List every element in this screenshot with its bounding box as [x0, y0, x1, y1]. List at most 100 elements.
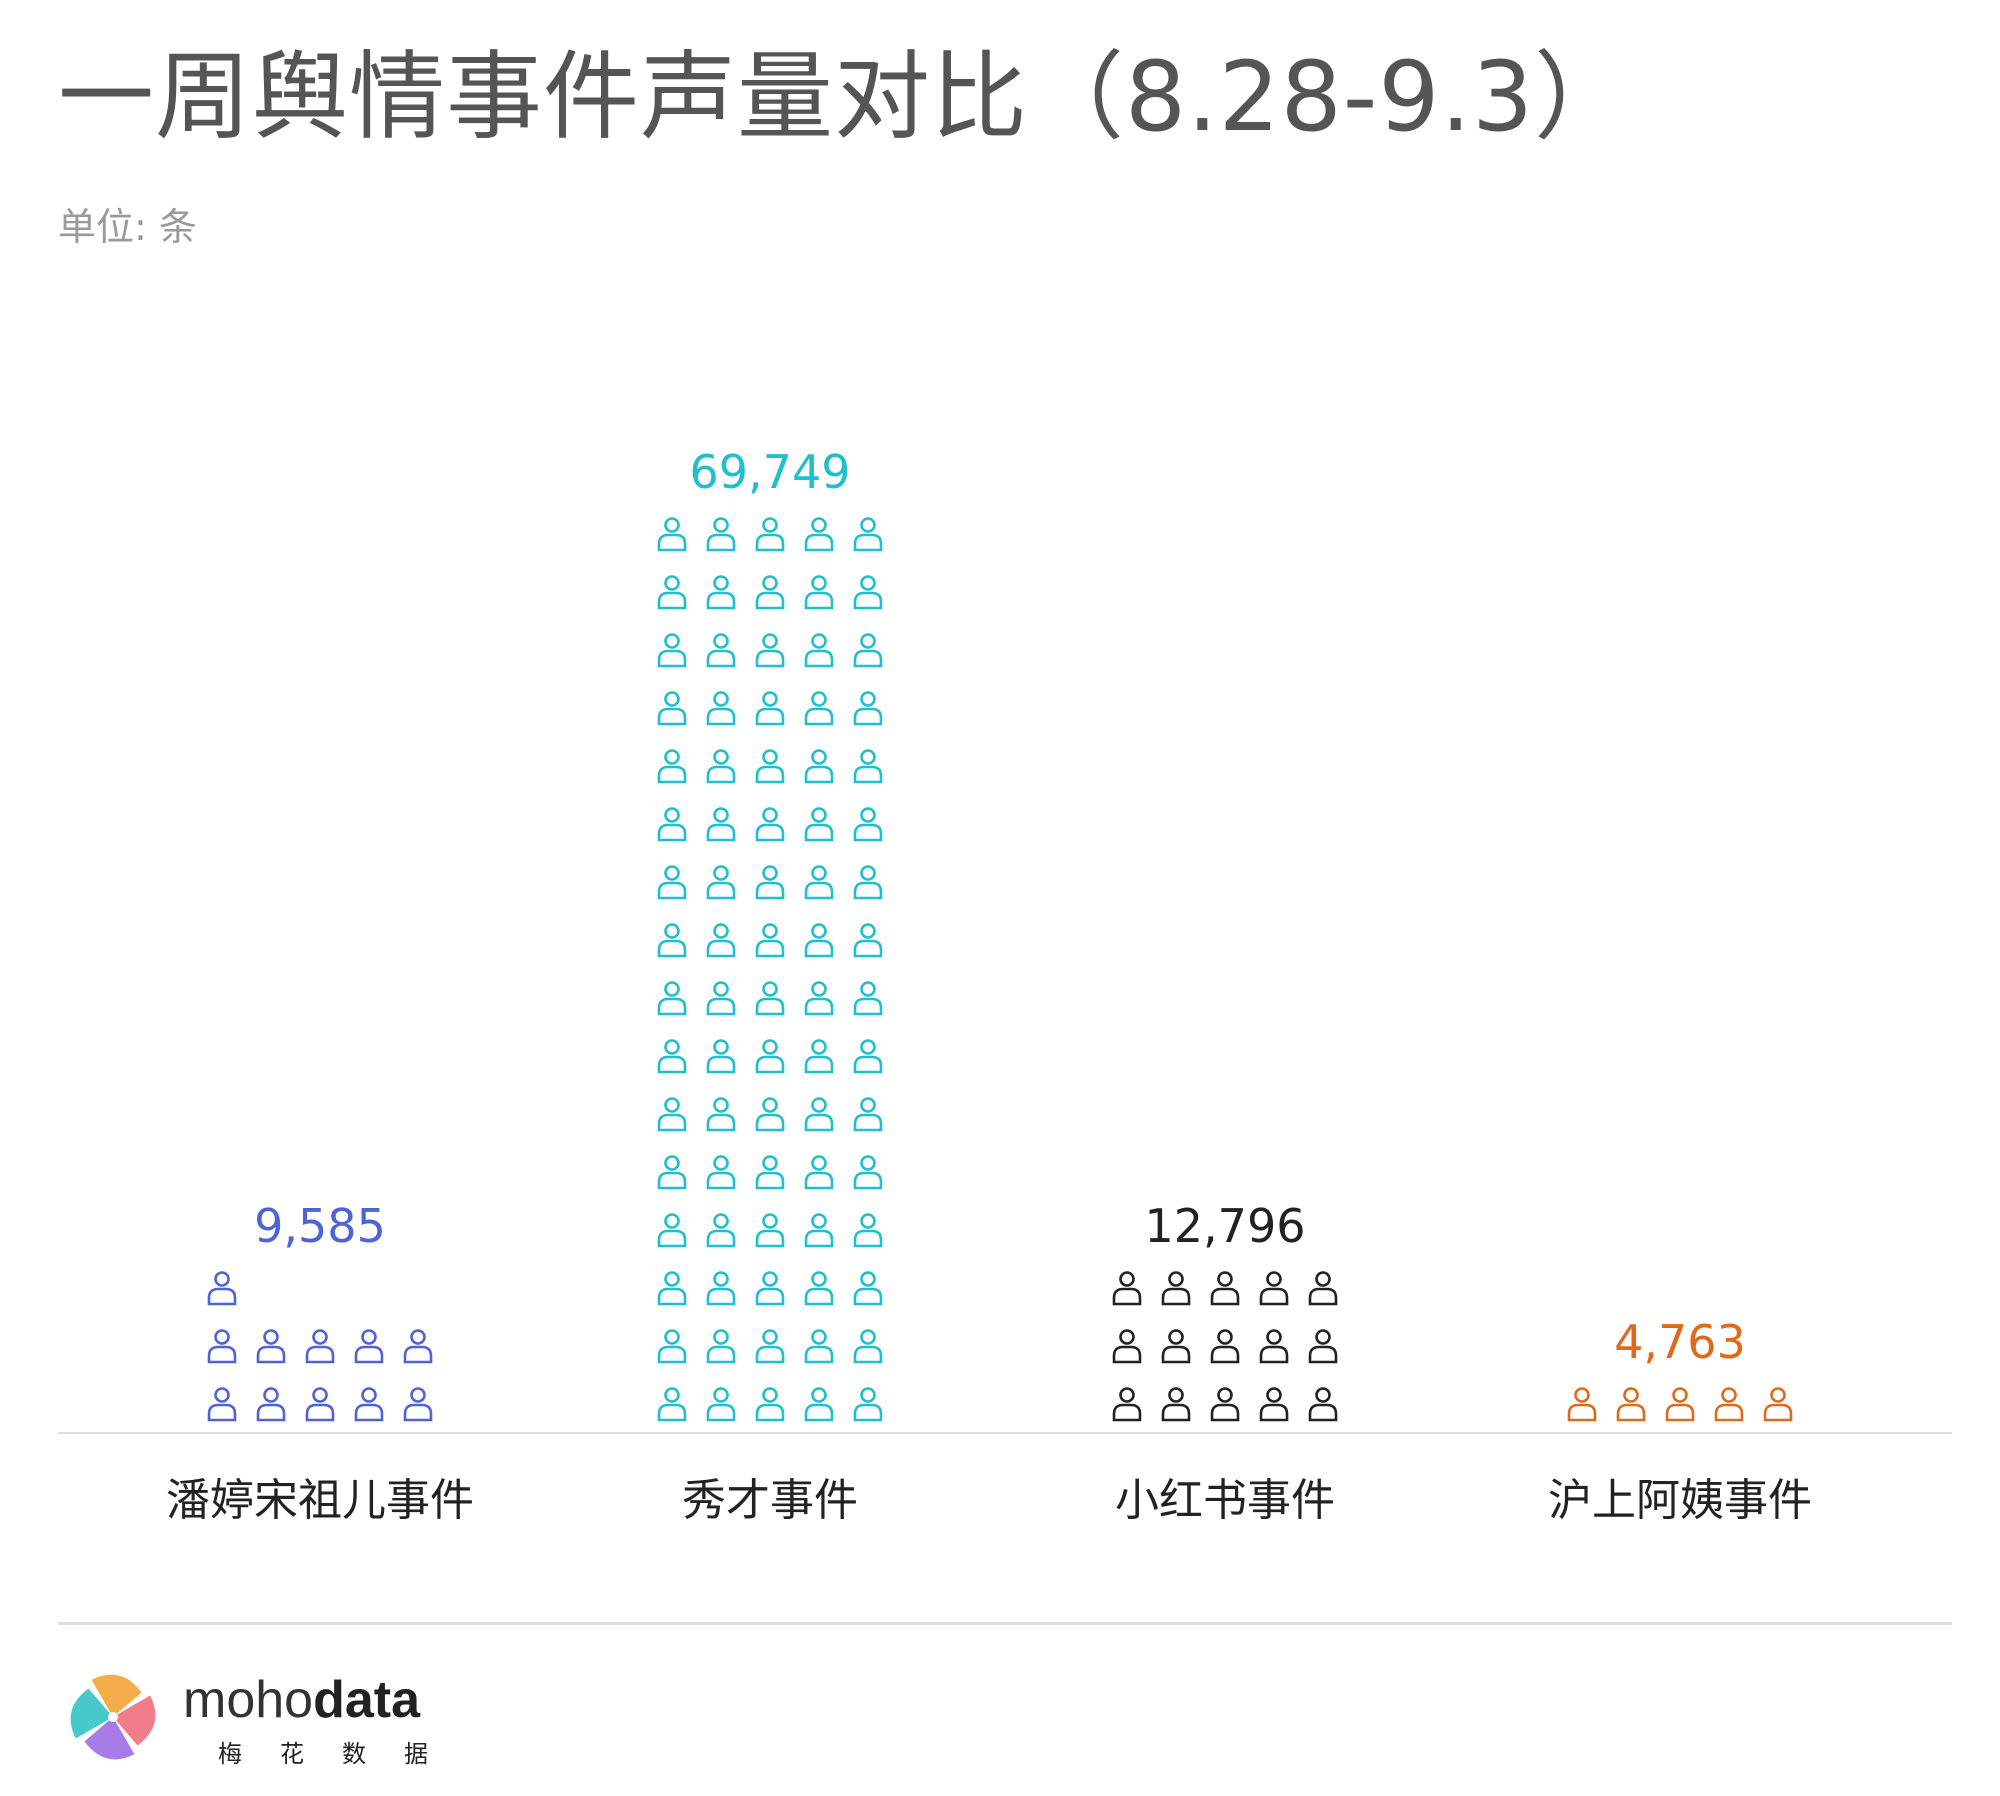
person-icon [853, 1271, 883, 1306]
person-icon [1616, 1387, 1646, 1422]
person-icon [853, 749, 883, 784]
person-icon [706, 633, 736, 668]
pictogram-chart: 9,585 潘婷宋祖儿事件 69,749 秀才事件 12,796 小红书事件 4,763 沪上… [58, 445, 1952, 1526]
person-icon [804, 575, 834, 610]
person-icon [706, 981, 736, 1016]
mohodata-logo: mohodata 梅花数据 [58, 1662, 578, 1772]
person-icon [804, 1271, 834, 1306]
person-icon [657, 1387, 687, 1422]
person-icon [1567, 1387, 1597, 1422]
person-icon [706, 517, 736, 552]
category-group [657, 517, 883, 1422]
person-icon [755, 1097, 785, 1132]
person-icon [804, 633, 834, 668]
person-icon [657, 575, 687, 610]
person-icon [804, 691, 834, 726]
person-icon [804, 923, 834, 958]
person-icon [1112, 1329, 1142, 1364]
person-icon [853, 1387, 883, 1422]
person-icon [755, 981, 785, 1016]
value-label: 4,763 [1614, 1315, 1746, 1369]
person-icon [853, 1213, 883, 1248]
person-icon [706, 1271, 736, 1306]
person-icon [804, 865, 834, 900]
logo-subtitle: 梅花数据 [218, 1740, 466, 1768]
person-icon [1112, 1387, 1142, 1422]
logo-petal [84, 1717, 135, 1760]
value-label: 9,585 [254, 1199, 386, 1253]
person-icon [853, 807, 883, 842]
category-label: 秀才事件 [682, 1475, 858, 1526]
person-icon [706, 923, 736, 958]
person-icon [1210, 1387, 1240, 1422]
person-icon [1259, 1329, 1289, 1364]
person-icon [657, 1271, 687, 1306]
person-icon [755, 1213, 785, 1248]
person-icon [305, 1387, 335, 1422]
person-icon [706, 1039, 736, 1074]
person-icon [853, 1155, 883, 1190]
person-icon [403, 1387, 433, 1422]
person-icon [1714, 1387, 1744, 1422]
value-label: 69,749 [690, 445, 851, 499]
person-icon [755, 575, 785, 610]
person-icon [207, 1271, 237, 1306]
person-icon [853, 981, 883, 1016]
person-icon [804, 1387, 834, 1422]
person-icon [853, 691, 883, 726]
person-icon [207, 1329, 237, 1364]
category-label: 潘婷宋祖儿事件 [166, 1475, 474, 1526]
person-icon [1308, 1387, 1338, 1422]
category-group [207, 1271, 433, 1422]
person-icon [657, 749, 687, 784]
person-icon [853, 865, 883, 900]
person-icon [755, 633, 785, 668]
person-icon [804, 1213, 834, 1248]
category-group [1112, 1271, 1338, 1422]
person-icon [1112, 1271, 1142, 1306]
person-icon [1210, 1271, 1240, 1306]
person-icon [804, 1155, 834, 1190]
person-icon [853, 1039, 883, 1074]
pinwheel-logo-icon [70, 1674, 156, 1760]
person-icon [804, 1329, 834, 1364]
person-icon [706, 749, 736, 784]
logo-petal [91, 1674, 142, 1717]
person-icon [853, 1329, 883, 1364]
person-icon [755, 1387, 785, 1422]
person-icon [1161, 1329, 1191, 1364]
person-icon [755, 1271, 785, 1306]
person-icon [657, 1097, 687, 1132]
person-icon [755, 517, 785, 552]
person-icon [706, 865, 736, 900]
person-icon [403, 1329, 433, 1364]
footer-divider [58, 1622, 1952, 1625]
person-icon [657, 633, 687, 668]
person-icon [657, 865, 687, 900]
person-icon [657, 1155, 687, 1190]
person-icon [853, 923, 883, 958]
person-icon [657, 981, 687, 1016]
person-icon [755, 1329, 785, 1364]
person-icon [804, 749, 834, 784]
person-icon [853, 575, 883, 610]
person-icon [207, 1387, 237, 1422]
person-icon [657, 1039, 687, 1074]
person-icon [755, 1039, 785, 1074]
person-icon [706, 1387, 736, 1422]
logo-wordmark-bold: data [313, 1671, 420, 1729]
person-icon [706, 1155, 736, 1190]
person-icon [706, 575, 736, 610]
person-icon [706, 1213, 736, 1248]
person-icon [1308, 1271, 1338, 1306]
person-icon [755, 1155, 785, 1190]
person-icon [706, 691, 736, 726]
logo-wordmark-light: moho [183, 1671, 314, 1729]
person-icon [354, 1387, 384, 1422]
person-icon [755, 923, 785, 958]
person-icon [706, 1097, 736, 1132]
person-icon [256, 1329, 286, 1364]
category-group [1567, 1387, 1793, 1422]
person-icon [657, 1329, 687, 1364]
category-label: 沪上阿姨事件 [1548, 1475, 1812, 1526]
